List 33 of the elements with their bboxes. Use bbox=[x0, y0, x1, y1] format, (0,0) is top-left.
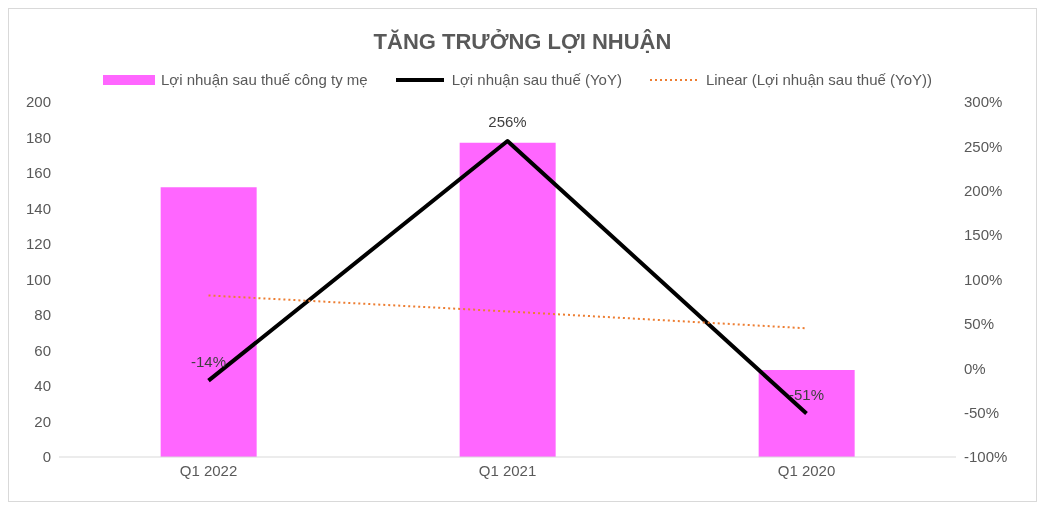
data-label: -51% bbox=[788, 385, 825, 403]
bar bbox=[758, 370, 855, 457]
y-tick-label: 120 bbox=[25, 235, 51, 253]
x-tick-label: Q1 2021 bbox=[478, 461, 537, 479]
y-tick-label: 200 bbox=[25, 93, 51, 111]
y-tick-label: 40 bbox=[34, 377, 51, 395]
y-tick-label: 140 bbox=[25, 199, 51, 217]
y-tick-label: 160 bbox=[25, 164, 51, 182]
y2-tick-label: -100% bbox=[964, 448, 1008, 466]
y-tick-label: 0 bbox=[42, 448, 51, 466]
y2-tick-label: -50% bbox=[964, 403, 1000, 421]
y2-tick-label: 100% bbox=[964, 270, 1003, 288]
y2-tick-label: 50% bbox=[964, 315, 995, 333]
bar bbox=[160, 187, 257, 457]
y2-tick-label: 150% bbox=[964, 226, 1003, 244]
y-tick-label: 180 bbox=[25, 128, 51, 146]
legend-label: Linear (Lợi nhuận sau thuế (YoY)) bbox=[704, 71, 932, 88]
y-tick-label: 20 bbox=[34, 412, 51, 430]
bar bbox=[459, 142, 556, 457]
y2-tick-label: 250% bbox=[964, 137, 1003, 155]
data-label: -14% bbox=[190, 352, 227, 370]
y2-tick-label: 300% bbox=[964, 93, 1003, 111]
chart-title: TĂNG TRƯỞNG LỢI NHUẬN bbox=[372, 28, 673, 56]
data-label: 256% bbox=[488, 113, 527, 131]
legend-label: Lợi nhuận sau thuế công ty mẹ bbox=[160, 71, 368, 88]
y-tick-label: 100 bbox=[25, 270, 51, 288]
x-tick-label: Q1 2022 bbox=[179, 461, 238, 479]
y2-tick-label: 0% bbox=[964, 359, 986, 377]
legend-label: Lợi nhuận sau thuế (YoY) bbox=[450, 71, 622, 88]
x-tick-label: Q1 2020 bbox=[777, 461, 836, 479]
y2-tick-label: 200% bbox=[964, 182, 1003, 200]
y-tick-label: 60 bbox=[34, 341, 51, 359]
y-tick-label: 80 bbox=[34, 306, 51, 324]
